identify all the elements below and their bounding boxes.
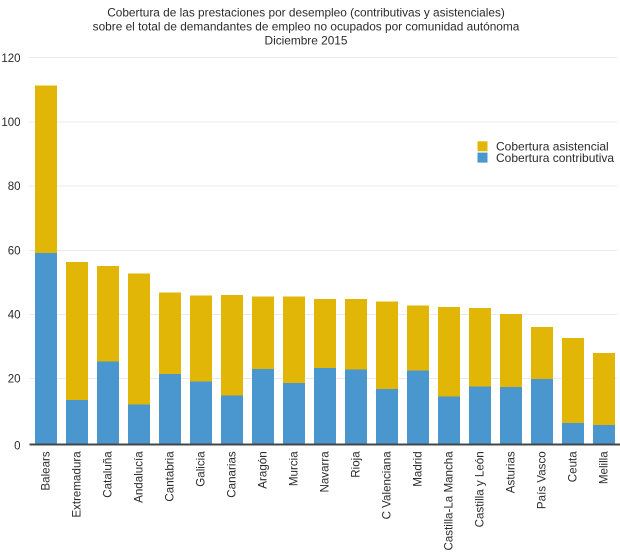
svg-text:Cobertura contributiva: Cobertura contributiva [496, 151, 614, 165]
svg-text:Cataluña: Cataluña [102, 451, 115, 498]
svg-text:Cobertura de las prestaciones: Cobertura de las prestaciones por desemp… [107, 6, 505, 20]
svg-text:40: 40 [8, 310, 21, 322]
svg-text:Aragón: Aragón [257, 451, 270, 488]
svg-text:Melilla: Melilla [598, 451, 611, 484]
svg-text:sobre el total de demandantes: sobre el total de demandantes de empleo … [93, 19, 520, 33]
svg-text:Navarra: Navarra [319, 451, 332, 493]
svg-text:100: 100 [1, 117, 20, 129]
svg-text:Murcia: Murcia [288, 451, 301, 486]
svg-text:Castilla y León: Castilla y León [474, 451, 487, 527]
svg-text:20: 20 [8, 374, 21, 386]
svg-text:Andalucía: Andalucía [133, 451, 146, 503]
svg-text:Galicia: Galicia [195, 451, 208, 487]
svg-text:0: 0 [14, 440, 20, 452]
svg-text:Rioja: Rioja [350, 451, 363, 478]
svg-text:C Valenciana: C Valenciana [381, 451, 394, 520]
svg-text:País Vasco: País Vasco [536, 451, 549, 509]
svg-text:Asturias: Asturias [505, 451, 518, 493]
svg-text:Balears: Balears [40, 451, 53, 491]
svg-text:Cantabria: Cantabria [164, 451, 177, 502]
svg-text:120: 120 [1, 53, 20, 65]
svg-text:Ceuta: Ceuta [567, 451, 580, 482]
svg-text:Cobertura asistencial: Cobertura asistencial [496, 139, 609, 153]
svg-text:Madrid: Madrid [412, 451, 425, 486]
svg-text:80: 80 [8, 181, 21, 193]
svg-text:Castilla-La Mancha: Castilla-La Mancha [443, 451, 456, 551]
svg-text:Canarias: Canarias [226, 451, 239, 498]
svg-text:60: 60 [8, 246, 21, 258]
svg-text:Diciembre 2015: Diciembre 2015 [265, 33, 348, 47]
svg-text:Extremadura: Extremadura [71, 451, 84, 518]
